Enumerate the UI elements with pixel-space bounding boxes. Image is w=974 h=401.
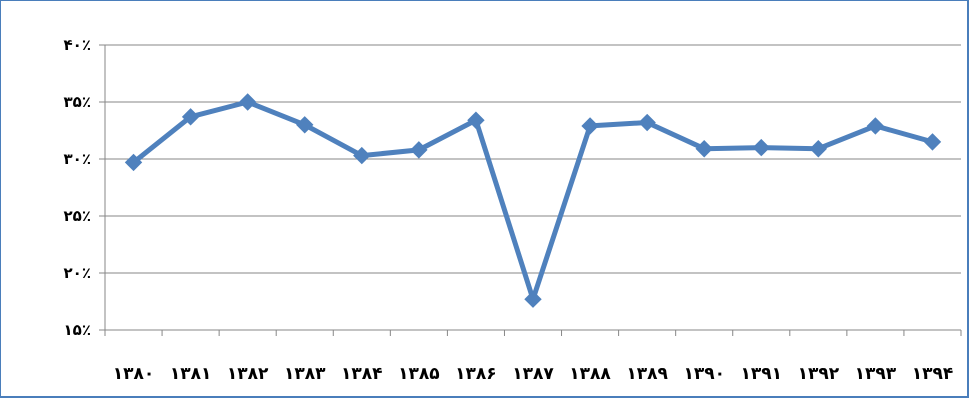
data-point-marker <box>866 117 885 135</box>
y-tick-labels: ۱۵٪ ۲۰٪ ۲۵٪ ۳۰٪ ۳۵٪ ۴۰٪ <box>64 36 91 339</box>
data-point-marker <box>809 140 828 158</box>
y-tick-label: ۳۵٪ <box>64 93 91 111</box>
data-point-marker <box>524 290 542 308</box>
data-point-marker <box>581 117 599 135</box>
x-tick-label: ۱۳۹۱ <box>741 364 783 384</box>
x-tick-label: ۱۳۹۳ <box>855 364 897 384</box>
data-point-marker <box>296 116 314 134</box>
series-line <box>131 99 935 302</box>
x-tick-label: ۱۳۸۸ <box>569 364 611 384</box>
x-tick-label: ۱۳۹۲ <box>798 364 840 384</box>
x-tick-label: ۱۳۹۰ <box>683 364 725 384</box>
data-point-marker <box>467 111 485 129</box>
x-tick-label: ۱۳۸۲ <box>227 364 269 384</box>
x-tick-label: ۱۳۸۳ <box>284 364 326 384</box>
data-point-marker <box>410 141 428 159</box>
y-tick-label: ۲۵٪ <box>64 207 91 225</box>
data-point-marker <box>923 133 942 151</box>
axes <box>99 44 962 336</box>
x-tick-label: ۱۳۸۹ <box>626 364 668 384</box>
data-point-marker <box>353 146 371 165</box>
x-tick-label: ۱۳۹۴ <box>912 364 954 384</box>
x-tick-label: ۱۳۸۱ <box>170 364 212 384</box>
x-tick-labels: ۱۳۸۰ ۱۳۸۱ ۱۳۸۲ ۱۳۸۳ ۱۳۸۴ ۱۳۸۵ ۱۳۸۶ ۱۳۸۷ ۱۳۸۸ ۱۳۸۹… <box>113 364 953 384</box>
x-tick-label: ۱۳۸۵ <box>398 364 440 384</box>
x-tick-label: ۱۳۸۰ <box>113 364 155 384</box>
y-tick-label: ۲۰٪ <box>64 264 91 282</box>
data-point-marker <box>638 113 656 132</box>
data-point-marker <box>695 140 713 158</box>
data-point-marker <box>238 93 257 111</box>
gridlines <box>105 44 961 274</box>
y-tick-label: ۳۰٪ <box>64 150 91 168</box>
data-point-marker <box>181 108 200 126</box>
x-tick-label: ۱۳۸۷ <box>512 364 554 384</box>
x-tick-label: ۱۳۸۶ <box>455 364 497 384</box>
y-tick-label: ۴۰٪ <box>64 36 91 54</box>
series-layer <box>124 93 942 308</box>
data-point-marker <box>124 153 143 172</box>
data-point-marker <box>752 138 770 157</box>
x-tick-label: ۱۳۸۴ <box>341 364 383 384</box>
y-tick-label: ۱۵٪ <box>64 321 91 339</box>
